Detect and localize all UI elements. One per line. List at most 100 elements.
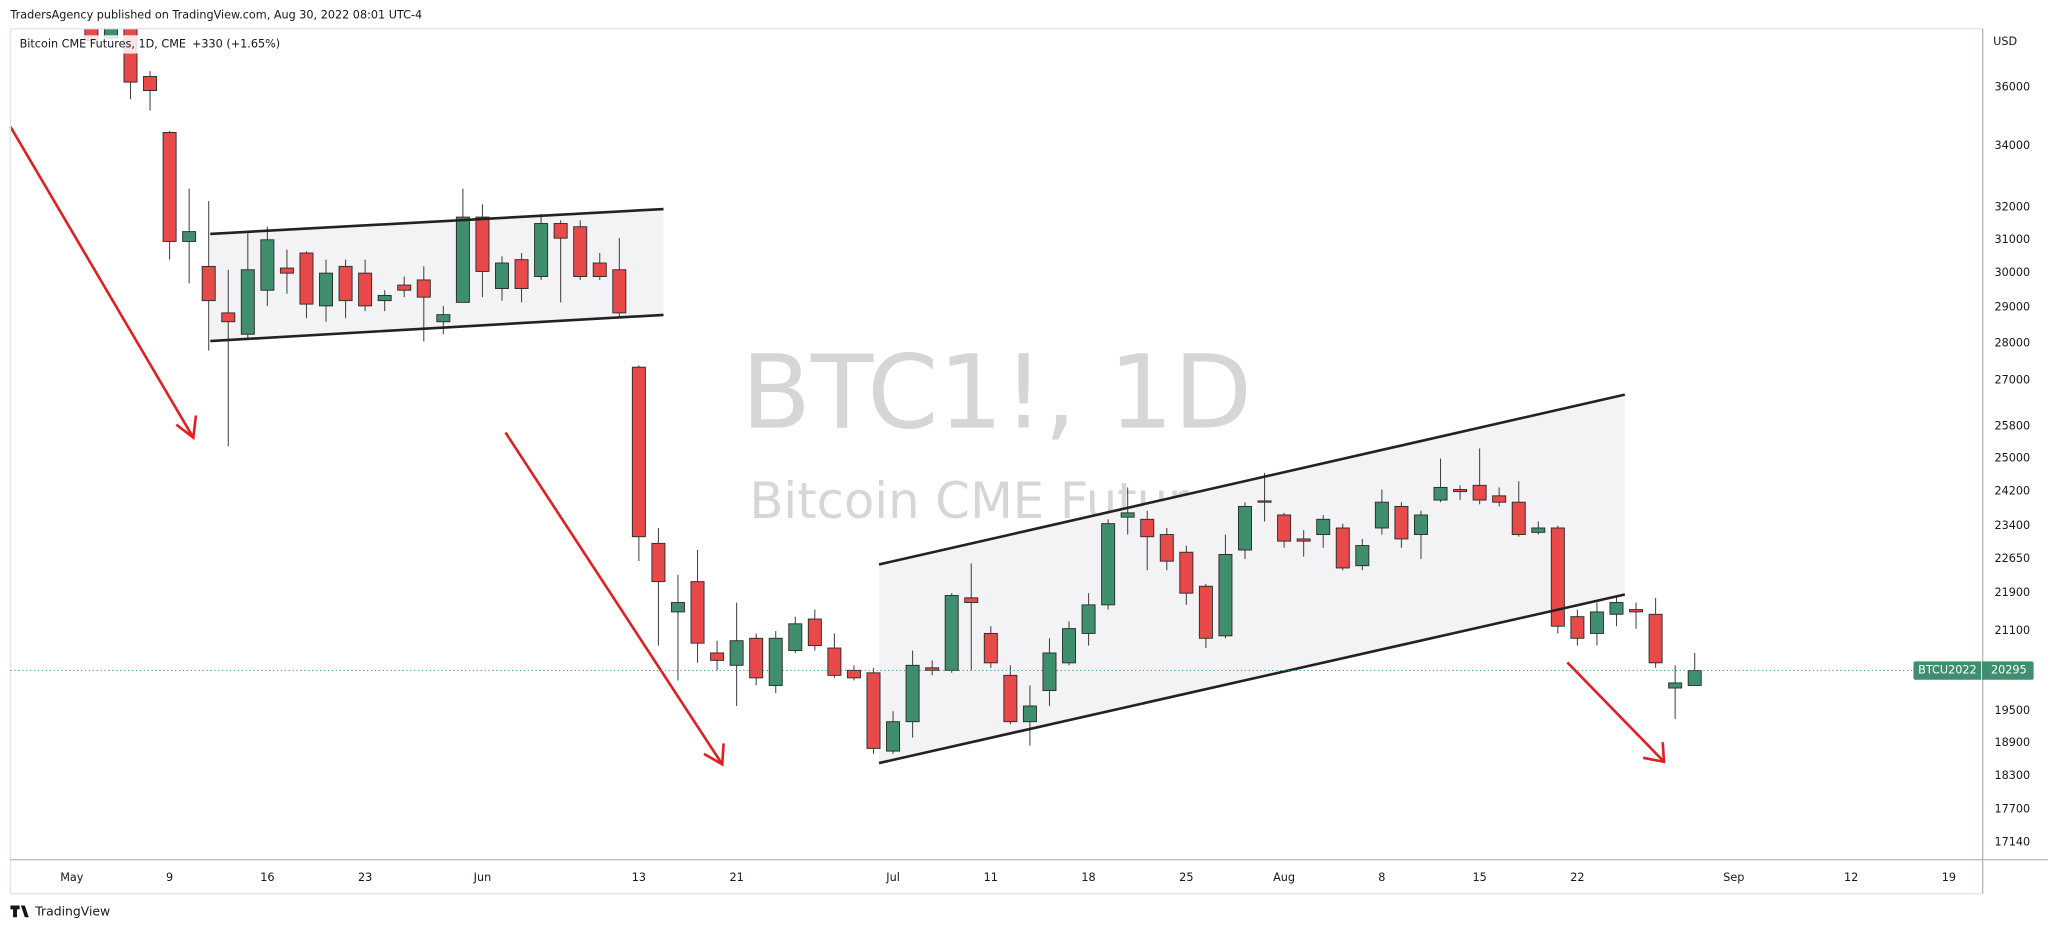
y-tick-label: 17700 bbox=[1994, 803, 2030, 816]
channel-line bbox=[210, 313, 664, 343]
y-tick-label: 21100 bbox=[1994, 624, 2030, 637]
candle-body bbox=[1492, 495, 1507, 503]
candle-body bbox=[358, 272, 373, 307]
y-tick-label: 24200 bbox=[1994, 485, 2030, 498]
candle-body bbox=[827, 647, 842, 676]
x-tick-label: 8 bbox=[1378, 871, 1385, 884]
y-tick-label: 34000 bbox=[1994, 139, 2030, 152]
legend-change: +330 (+1.65%) bbox=[192, 37, 280, 50]
candle-body bbox=[1355, 545, 1370, 567]
candle-body bbox=[1335, 527, 1350, 569]
candle-body bbox=[1120, 512, 1135, 518]
x-tick-label: 23 bbox=[358, 871, 372, 884]
x-tick-label: Sep bbox=[1723, 871, 1744, 884]
candle-body bbox=[495, 262, 509, 289]
candle-body bbox=[279, 267, 294, 274]
candle-body bbox=[1081, 604, 1096, 634]
candle-body bbox=[1198, 585, 1213, 639]
candle-body bbox=[710, 652, 725, 661]
candle-body bbox=[749, 637, 764, 679]
x-tick-label: 12 bbox=[1844, 871, 1858, 884]
last-symbol-label: BTCU2022 bbox=[1918, 664, 1976, 677]
candle-body bbox=[1042, 652, 1057, 692]
candle-body bbox=[455, 216, 470, 303]
y-tick-label: 18900 bbox=[1994, 736, 2030, 749]
y-tick-label: 23400 bbox=[1994, 519, 2030, 532]
y-tick-label: 19500 bbox=[1994, 704, 2030, 717]
candle-body bbox=[377, 294, 392, 302]
y-tick-label: 31000 bbox=[1994, 233, 2030, 246]
candle-body bbox=[1550, 527, 1565, 627]
candle-body bbox=[1316, 518, 1331, 535]
candle-body bbox=[553, 223, 568, 239]
last-price-box bbox=[1913, 661, 2034, 680]
x-tick-label: 11 bbox=[984, 871, 998, 884]
x-tick-label: 13 bbox=[632, 871, 646, 884]
x-tick-label: 19 bbox=[1942, 871, 1956, 884]
candle-body bbox=[788, 623, 803, 651]
candle-body bbox=[886, 721, 901, 752]
candle-body bbox=[1140, 518, 1155, 538]
candle-body bbox=[240, 269, 255, 335]
candle-body bbox=[651, 542, 666, 583]
candle-body bbox=[964, 597, 979, 603]
candle-body bbox=[1003, 674, 1018, 723]
candle-body bbox=[1648, 613, 1663, 664]
candle-body bbox=[670, 602, 685, 613]
candle-body bbox=[162, 132, 177, 242]
candle-body bbox=[1609, 602, 1624, 615]
legend-title: Bitcoin CME Futures, 1D, CME bbox=[20, 37, 186, 50]
candle-body bbox=[1433, 486, 1448, 501]
channel-fill bbox=[210, 209, 664, 342]
y-tick-label: 30000 bbox=[1994, 266, 2030, 279]
candle-body bbox=[1179, 551, 1194, 594]
candle-body bbox=[1022, 705, 1037, 723]
drawings-lines bbox=[9, 126, 1666, 767]
candle-body bbox=[1159, 534, 1174, 562]
brand-name: TradingView bbox=[34, 904, 110, 919]
candle-body bbox=[807, 618, 822, 647]
candle-body bbox=[1413, 514, 1428, 535]
channel-line bbox=[210, 207, 664, 236]
axes: 36000 34000 32000 31000 30000 29000 28000 27000… bbox=[10, 81, 2034, 884]
y-tick-label: 25000 bbox=[1994, 452, 2030, 465]
candle-body bbox=[925, 667, 940, 671]
candle-body bbox=[729, 640, 744, 666]
last-price-label: 20295 bbox=[1991, 664, 2027, 677]
x-tick-label: 15 bbox=[1472, 871, 1486, 884]
x-tick-label: 18 bbox=[1081, 871, 1095, 884]
candle-body bbox=[182, 231, 197, 242]
x-tick-label: 21 bbox=[729, 871, 743, 884]
channel-line bbox=[878, 393, 1626, 566]
candle-body bbox=[1668, 682, 1683, 689]
candle-body bbox=[1687, 670, 1702, 686]
y-axis-unit: USD bbox=[1993, 35, 2017, 48]
x-tick-label: May bbox=[60, 871, 84, 884]
candle-body bbox=[416, 279, 431, 298]
candle-body bbox=[905, 664, 920, 723]
candle-body bbox=[1218, 553, 1233, 637]
brand: TradingView bbox=[10, 904, 110, 919]
candle-body bbox=[397, 284, 412, 291]
candle-body bbox=[1394, 505, 1409, 540]
candle-body bbox=[612, 269, 627, 314]
candle-body bbox=[1472, 484, 1487, 501]
x-tick-label: 25 bbox=[1179, 871, 1193, 884]
arrow bbox=[9, 126, 198, 441]
y-tick-label: 32000 bbox=[1994, 201, 2030, 214]
y-tick-label: 36000 bbox=[1994, 81, 2030, 94]
candle-body bbox=[592, 262, 607, 277]
candle-body bbox=[944, 595, 959, 671]
x-tick-label: 22 bbox=[1570, 871, 1584, 884]
candle-body bbox=[631, 366, 646, 538]
candle-body bbox=[260, 239, 275, 291]
candle-body bbox=[690, 581, 705, 644]
y-tick-label: 29000 bbox=[1994, 301, 2030, 314]
candle-body bbox=[319, 272, 334, 307]
candle-body bbox=[573, 226, 588, 277]
y-tick-label: 17140 bbox=[1994, 835, 2030, 848]
brand-logo bbox=[10, 905, 29, 918]
candle-body bbox=[221, 312, 236, 323]
